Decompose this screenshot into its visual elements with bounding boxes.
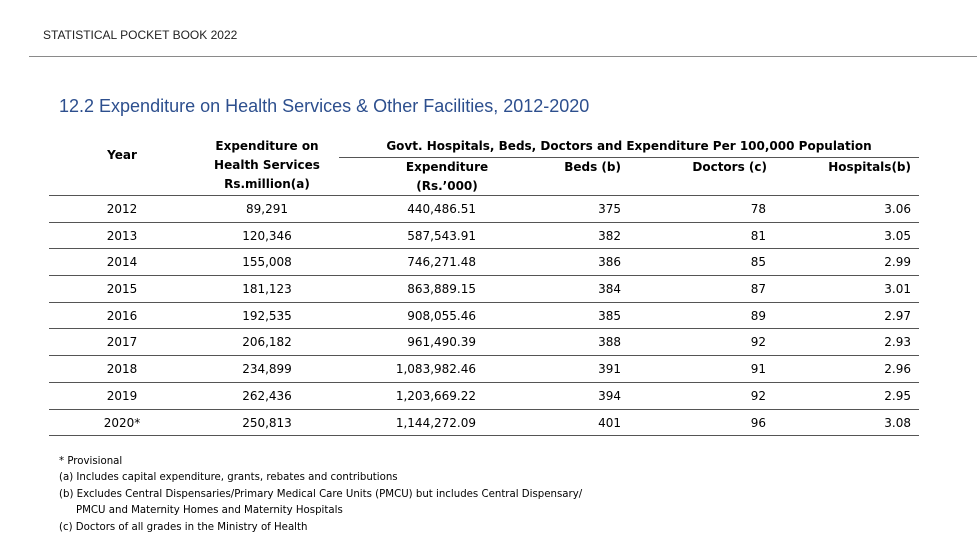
table-row: 2019 262,436 1,203,669.22 394 92 2.95 xyxy=(49,383,919,410)
group-header-divider xyxy=(339,157,919,158)
cell-year: 2019 xyxy=(106,388,138,403)
table-row: 2018 234,899 1,083,982.46 391 91 2.96 xyxy=(49,356,919,383)
cell-year: 2017 xyxy=(106,335,138,350)
health-expenditure-table: Year Expenditure on Health Services Rs.m… xyxy=(49,137,919,437)
table-row: 2015 181,123 863,889.15 384 87 3.01 xyxy=(49,276,919,303)
footnote: (b) Excludes Central Dispensaries/Primar… xyxy=(59,488,583,500)
cell-year: 2015 xyxy=(106,282,138,297)
document-header: STATISTICAL POCKET BOOK 2022 xyxy=(43,28,238,42)
column-header-expenditure: Expenditure on Health Services Rs.millio… xyxy=(195,137,339,194)
cell-doctors: 92 xyxy=(750,335,766,350)
cell-year: 2016 xyxy=(106,308,138,323)
column-header-expenditure-line: Rs.million(a) xyxy=(224,177,310,191)
cell-expenditure-per-population: 961,490.39 xyxy=(407,335,476,350)
table-row: 2017 206,182 961,490.39 388 92 2.93 xyxy=(49,329,919,357)
footnote: * Provisional xyxy=(59,456,123,467)
cell-expenditure: 206,182 xyxy=(242,335,292,350)
cell-beds: 385 xyxy=(598,308,621,323)
table-row: 2020* 250,813 1,144,272.09 401 96 3.08 xyxy=(49,410,919,437)
cell-beds: 391 xyxy=(598,362,621,377)
cell-expenditure-per-population: 746,271.48 xyxy=(407,255,476,270)
cell-doctors: 81 xyxy=(750,228,766,243)
cell-beds: 375 xyxy=(598,202,621,216)
column-header-year: Year xyxy=(107,148,137,162)
cell-doctors: 78 xyxy=(750,202,766,216)
cell-doctors: 91 xyxy=(750,362,766,377)
cell-year: 2014 xyxy=(106,255,138,270)
cell-doctors: 85 xyxy=(750,255,766,270)
cell-hospitals: 2.93 xyxy=(884,335,911,350)
cell-expenditure-per-population: 908,055.46 xyxy=(407,308,476,323)
cell-doctors: 89 xyxy=(750,308,766,323)
cell-expenditure: 89,291 xyxy=(246,202,288,216)
cell-hospitals: 3.01 xyxy=(884,282,911,297)
footnote: (c) Doctors of all grades in the Ministr… xyxy=(59,521,308,533)
cell-year: 2018 xyxy=(106,362,138,377)
table-row: 2012 89,291 440,486.51 375 78 3.06 xyxy=(49,196,919,223)
table-row: 2014 155,008 746,271.48 386 85 2.99 xyxy=(49,249,919,277)
cell-beds: 384 xyxy=(598,282,621,297)
column-header-line: (Rs.’000) xyxy=(416,179,478,193)
cell-beds: 401 xyxy=(598,415,621,430)
cell-expenditure: 181,123 xyxy=(242,282,292,297)
cell-expenditure-per-population: 1,203,669.22 xyxy=(395,388,476,403)
table-title: 12.2 Expenditure on Health Services & Ot… xyxy=(59,96,590,116)
cell-hospitals: 2.99 xyxy=(884,255,911,270)
cell-beds: 394 xyxy=(598,388,621,403)
cell-hospitals: 3.08 xyxy=(884,415,911,430)
column-header-expenditure-line: Expenditure on xyxy=(215,139,319,153)
cell-doctors: 87 xyxy=(750,282,766,297)
cell-hospitals: 2.97 xyxy=(884,308,911,323)
cell-year: 2020* xyxy=(103,415,141,430)
table-header: Year Expenditure on Health Services Rs.m… xyxy=(49,137,919,196)
cell-beds: 382 xyxy=(598,228,621,243)
column-header-line: Expenditure xyxy=(405,160,489,174)
cell-expenditure-per-population: 587,543.91 xyxy=(407,228,476,243)
column-header-doctors: Doctors (c) xyxy=(692,160,767,174)
cell-expenditure: 192,535 xyxy=(242,308,292,323)
cell-expenditure-per-population: 440,486.51 xyxy=(407,202,476,216)
cell-hospitals: 2.95 xyxy=(884,388,911,403)
table-body: 2012 89,291 440,486.51 375 78 3.06 2013 120,346… xyxy=(49,196,919,437)
column-header-beds: Beds (b) xyxy=(564,160,621,174)
cell-expenditure: 250,813 xyxy=(242,415,292,430)
column-header-expenditure-per-population: Expenditure (Rs.’000) xyxy=(339,158,555,196)
column-group-header: Govt. Hospitals, Beds, Doctors and Expen… xyxy=(386,139,872,153)
footnote: (a) Includes capital expenditure, grants… xyxy=(59,472,398,484)
column-header-expenditure-line: Health Services xyxy=(214,158,320,172)
column-header-hospitals: Hospitals(b) xyxy=(828,160,911,174)
cell-expenditure: 262,436 xyxy=(242,388,292,403)
cell-hospitals: 3.05 xyxy=(884,228,911,243)
footnotes: * Provisional (a) Includes capital expen… xyxy=(59,454,582,536)
cell-hospitals: 2.96 xyxy=(884,362,911,377)
cell-expenditure-per-population: 863,889.15 xyxy=(407,282,476,297)
cell-beds: 388 xyxy=(598,335,621,350)
cell-expenditure: 234,899 xyxy=(242,362,292,377)
cell-expenditure: 120,346 xyxy=(242,228,292,243)
cell-expenditure: 155,008 xyxy=(242,255,292,270)
cell-year: 2012 xyxy=(106,202,138,216)
cell-beds: 386 xyxy=(598,255,621,270)
footnote-continuation: PMCU and Maternity Homes and Maternity H… xyxy=(76,505,343,517)
cell-expenditure-per-population: 1,083,982.46 xyxy=(395,362,476,377)
cell-year: 2013 xyxy=(106,228,138,243)
cell-expenditure-per-population: 1,144,272.09 xyxy=(395,415,476,430)
table-row: 2016 192,535 908,055.46 385 89 2.97 xyxy=(49,303,919,330)
header-divider xyxy=(29,56,977,57)
table-row: 2013 120,346 587,543.91 382 81 3.05 xyxy=(49,223,919,250)
cell-hospitals: 3.06 xyxy=(884,202,911,216)
cell-doctors: 96 xyxy=(750,415,766,430)
cell-doctors: 92 xyxy=(750,388,766,403)
